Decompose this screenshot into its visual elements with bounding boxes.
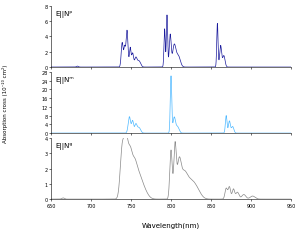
Text: E||Nᵖ: E||Nᵖ [56, 11, 73, 18]
Text: Wavelength(nm): Wavelength(nm) [142, 221, 200, 228]
Text: E||Nᵐ: E||Nᵐ [56, 77, 75, 84]
Text: E||Nᵍ: E||Nᵍ [56, 143, 73, 150]
Text: Absorption cross (10⁻²⁰ cm²): Absorption cross (10⁻²⁰ cm²) [2, 64, 8, 142]
